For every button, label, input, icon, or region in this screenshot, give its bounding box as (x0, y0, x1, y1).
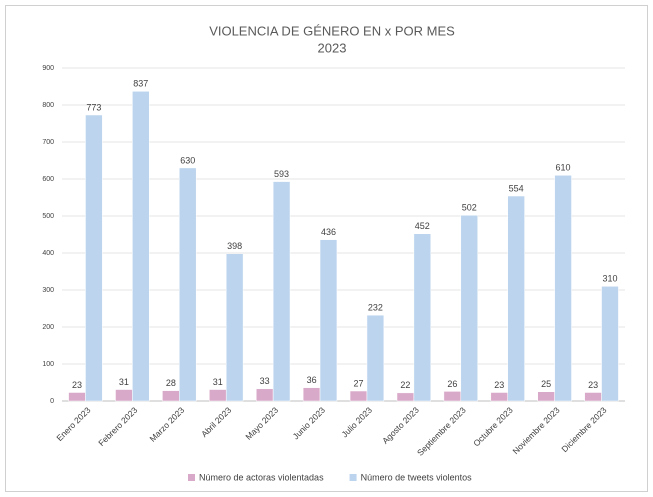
data-label: 630 (180, 155, 195, 165)
bar (584, 392, 602, 402)
legend-label: Número de tweets violentos (361, 472, 473, 482)
bar (349, 390, 368, 402)
data-label: 26 (447, 379, 457, 389)
y-tick-label: 800 (42, 102, 54, 109)
data-label: 398 (227, 241, 242, 251)
bar (366, 314, 385, 402)
y-tick-label: 700 (42, 139, 54, 146)
bar (396, 392, 415, 402)
bar (272, 181, 291, 402)
data-label: 232 (368, 303, 383, 313)
data-label: 452 (415, 221, 430, 231)
y-tick-label: 0 (50, 398, 54, 405)
y-tick-label: 900 (42, 65, 54, 72)
data-label: 31 (213, 377, 223, 387)
bar (132, 91, 150, 402)
bar (601, 286, 619, 402)
data-label: 31 (119, 377, 129, 387)
data-label: 554 (509, 183, 524, 193)
bar (85, 114, 103, 402)
bar (413, 233, 432, 402)
legend-swatch (349, 474, 357, 481)
y-tick-label: 300 (42, 287, 54, 294)
y-tick-label: 600 (42, 176, 54, 183)
chart-subtitle: 2023 (318, 40, 347, 55)
bar (162, 390, 180, 402)
legend-swatch (188, 474, 195, 481)
data-label: 23 (72, 380, 82, 390)
y-tick-label: 500 (42, 213, 54, 220)
bar (68, 392, 86, 402)
bar (179, 167, 197, 402)
bar (490, 392, 508, 402)
bar (507, 195, 525, 402)
bar (209, 389, 227, 402)
data-label: 502 (462, 203, 477, 213)
y-tick-label: 100 (42, 361, 54, 368)
data-label: 593 (274, 169, 289, 179)
bar (319, 239, 338, 402)
bar (554, 175, 572, 402)
bar (460, 215, 478, 402)
chart-title: VIOLENCIA DE GÉNERO EN x POR MES (209, 23, 455, 38)
y-tick-label: 200 (42, 324, 54, 331)
data-label: 23 (494, 380, 504, 390)
data-label: 33 (260, 376, 270, 386)
data-label: 436 (321, 227, 336, 237)
bar (443, 391, 462, 402)
data-label: 310 (602, 274, 617, 284)
legend-label: Número de actoras violentadas (199, 472, 324, 482)
data-label: 22 (400, 380, 410, 390)
data-label: 27 (354, 378, 364, 388)
data-label: 610 (556, 163, 571, 173)
data-label: 36 (307, 375, 317, 385)
data-label: 25 (541, 379, 551, 389)
data-label: 28 (166, 378, 176, 388)
bar (302, 387, 321, 402)
data-label: 837 (133, 79, 148, 89)
bar (255, 388, 274, 402)
bar (537, 391, 555, 402)
y-tick-label: 400 (42, 250, 54, 257)
bar (225, 253, 244, 402)
data-label: 773 (86, 102, 101, 112)
bar (115, 389, 133, 402)
data-label: 23 (588, 380, 598, 390)
